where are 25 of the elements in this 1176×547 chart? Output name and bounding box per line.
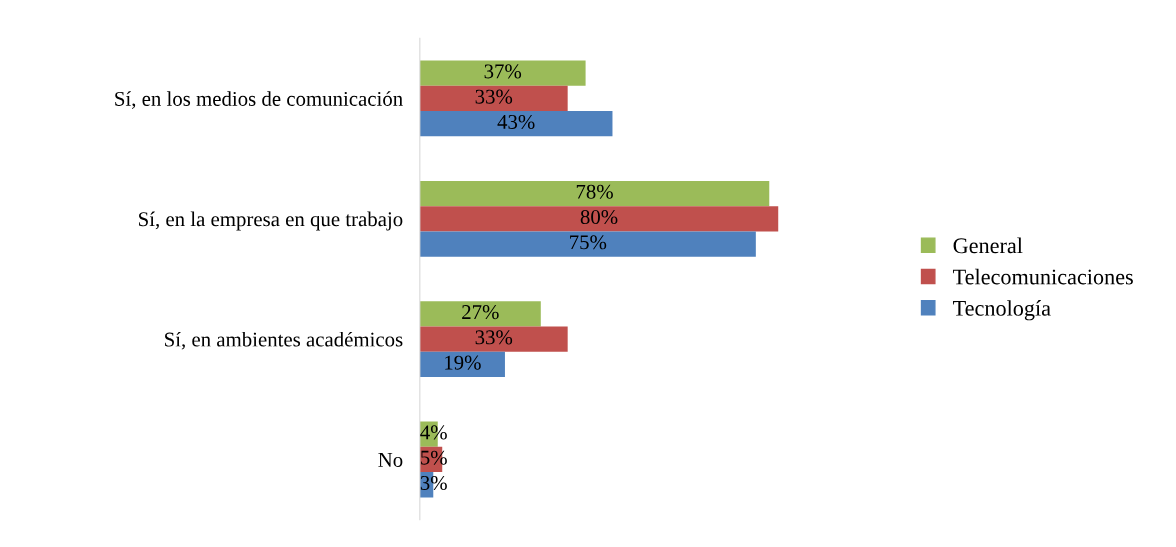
data-label: 27%	[462, 305, 499, 320]
bar	[419, 351, 505, 378]
data-label: 78%	[576, 184, 613, 199]
bar	[419, 180, 770, 207]
y-tick-label: Sí, en ambientes académicos	[165, 331, 403, 350]
data-label: 33%	[475, 330, 513, 345]
data-label: 19%	[445, 355, 481, 370]
bar	[419, 301, 541, 327]
bar	[419, 111, 613, 137]
y-tick-label: No	[378, 453, 403, 467]
data-label: 80%	[580, 209, 618, 225]
data-label: 37%	[484, 64, 522, 79]
legend-label: Telecomunicaciones	[953, 268, 1133, 285]
bar	[419, 231, 756, 257]
data-label: 33%	[475, 89, 513, 104]
legend-label: Tecnología	[953, 300, 1051, 321]
legend-label: General	[953, 237, 1023, 254]
y-tick-label: Sí, en la empresa en que trabajo	[139, 211, 403, 231]
bar	[419, 85, 568, 112]
y-tick-label: Sí, en los medios de comunicación	[115, 91, 403, 109]
data-label: 75%	[570, 235, 607, 250]
bar	[419, 60, 586, 86]
data-label: 43%	[497, 114, 535, 130]
bar	[419, 326, 568, 352]
bar	[419, 206, 779, 232]
